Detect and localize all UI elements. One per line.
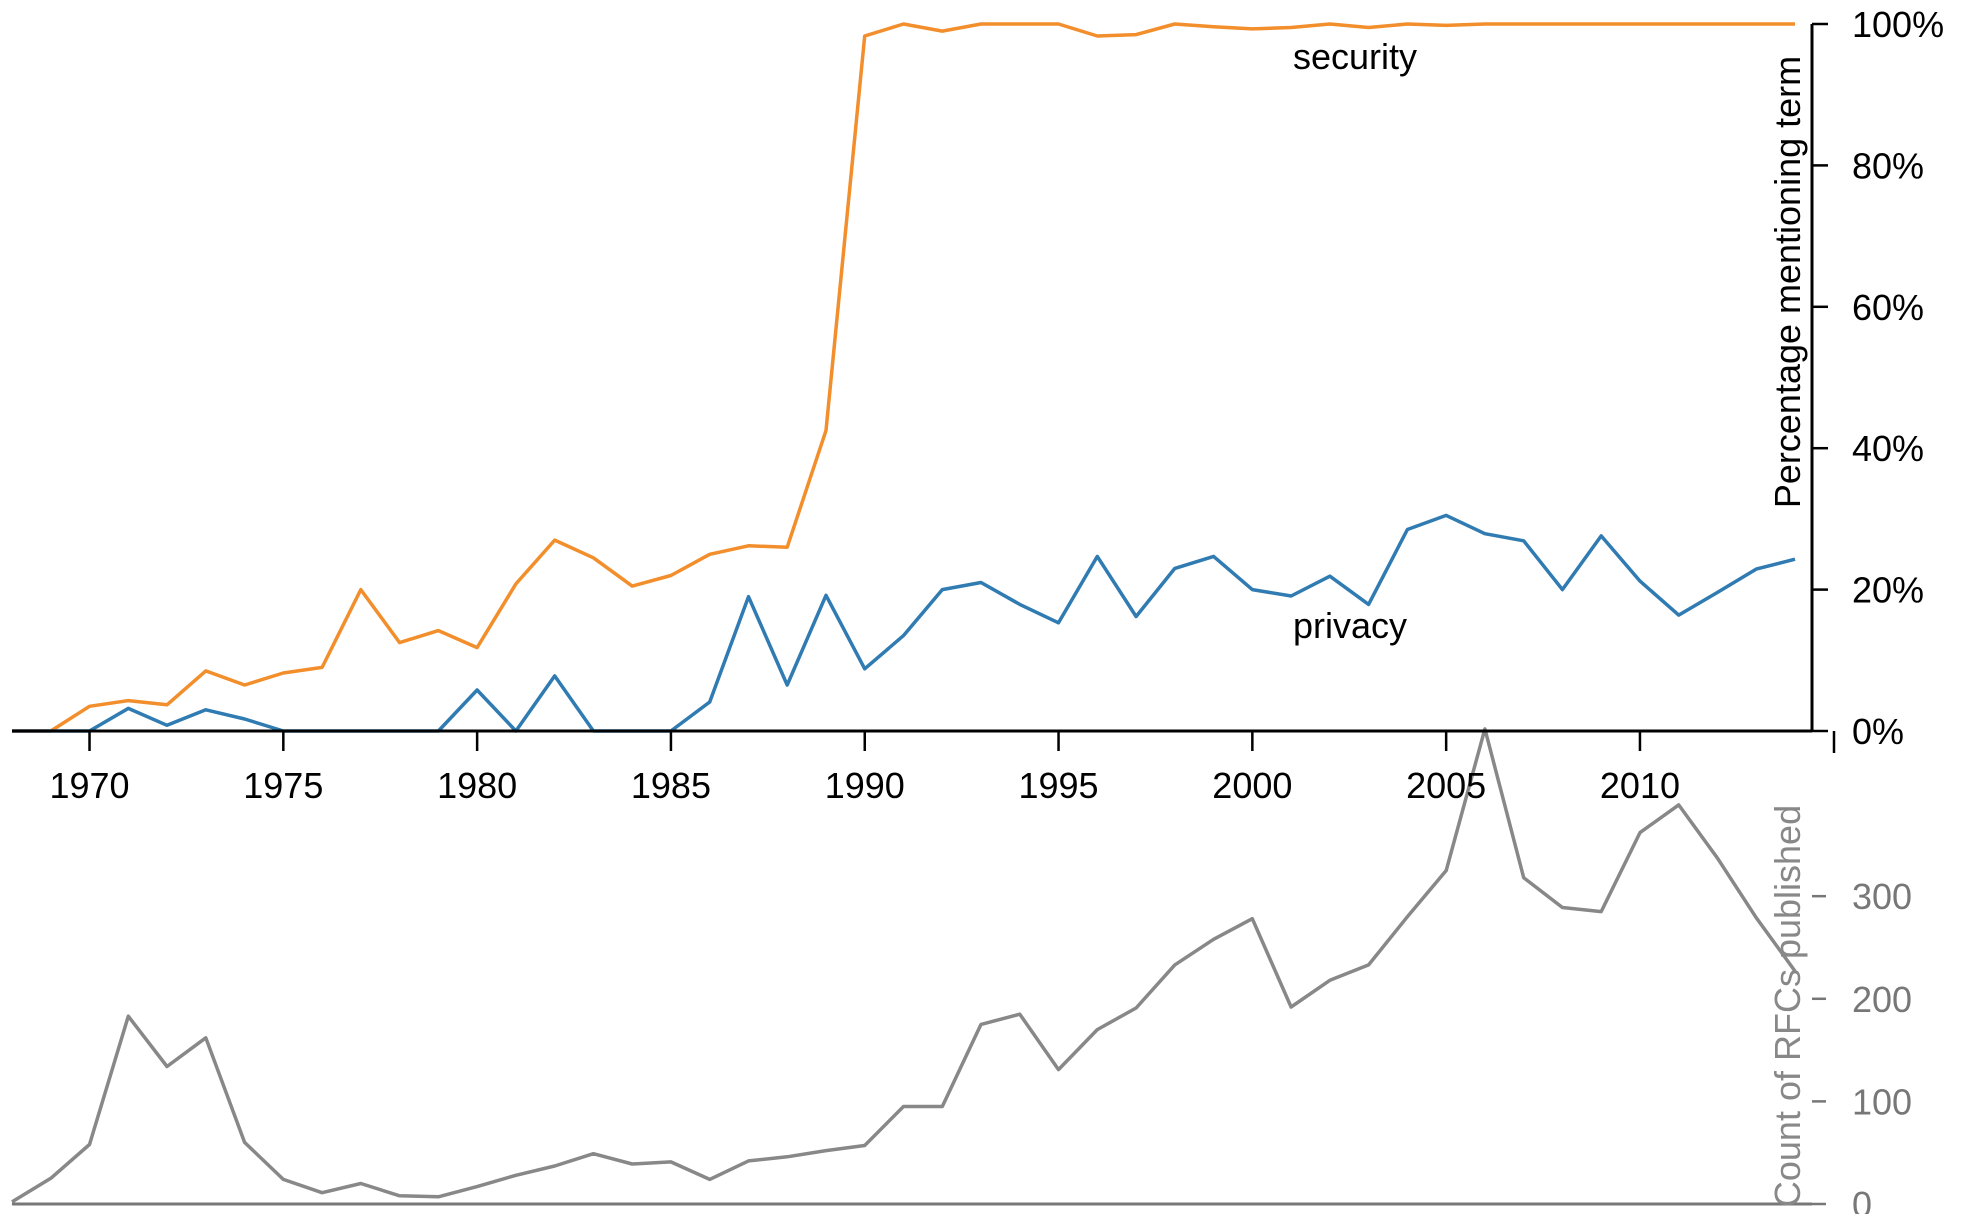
top-y-tick-label: 80% <box>1852 145 1924 186</box>
rfc-count-line <box>11 727 1797 1204</box>
x-tick-label: 1990 <box>825 765 905 806</box>
x-tick-label: 1995 <box>1018 765 1098 806</box>
top-y-axis-title: Percentage mentioning term <box>1767 56 1808 508</box>
rfc-count-chart: 0 100 200 300 Count of RFCs published <box>11 727 1912 1214</box>
top-y-tick-label: 0% <box>1852 711 1904 752</box>
x-tick-label: 2010 <box>1600 765 1680 806</box>
x-tick-label: 2005 <box>1406 765 1486 806</box>
security-line <box>12 22 1795 733</box>
x-tick-label: 1985 <box>631 765 711 806</box>
bottom-y-tick-label: 100 <box>1852 1081 1912 1122</box>
x-tick-label: 1975 <box>243 765 323 806</box>
top-y-tick-label: 60% <box>1852 287 1924 328</box>
privacy-series-label: privacy <box>1293 605 1407 646</box>
percentage-chart: security privacy 1970 1975 1980 1985 1990 1995 2… <box>12 4 1944 806</box>
security-series-label: security <box>1293 36 1417 77</box>
top-y-tick-label: 20% <box>1852 570 1924 611</box>
x-tick-label: 1970 <box>49 765 129 806</box>
x-tick-label: 2000 <box>1212 765 1292 806</box>
bottom-y-tick-label: 0 <box>1852 1184 1872 1214</box>
top-y-tick-label: 40% <box>1852 428 1924 469</box>
top-y-tick-label: 100% <box>1852 4 1944 45</box>
bottom-y-axis-title: Count of RFCs published <box>1767 805 1808 1207</box>
bottom-y-tick-label: 300 <box>1852 876 1912 917</box>
bottom-y-tick-label: 200 <box>1852 979 1912 1020</box>
x-tick-label: 1980 <box>437 765 517 806</box>
privacy-line <box>12 513 1796 733</box>
